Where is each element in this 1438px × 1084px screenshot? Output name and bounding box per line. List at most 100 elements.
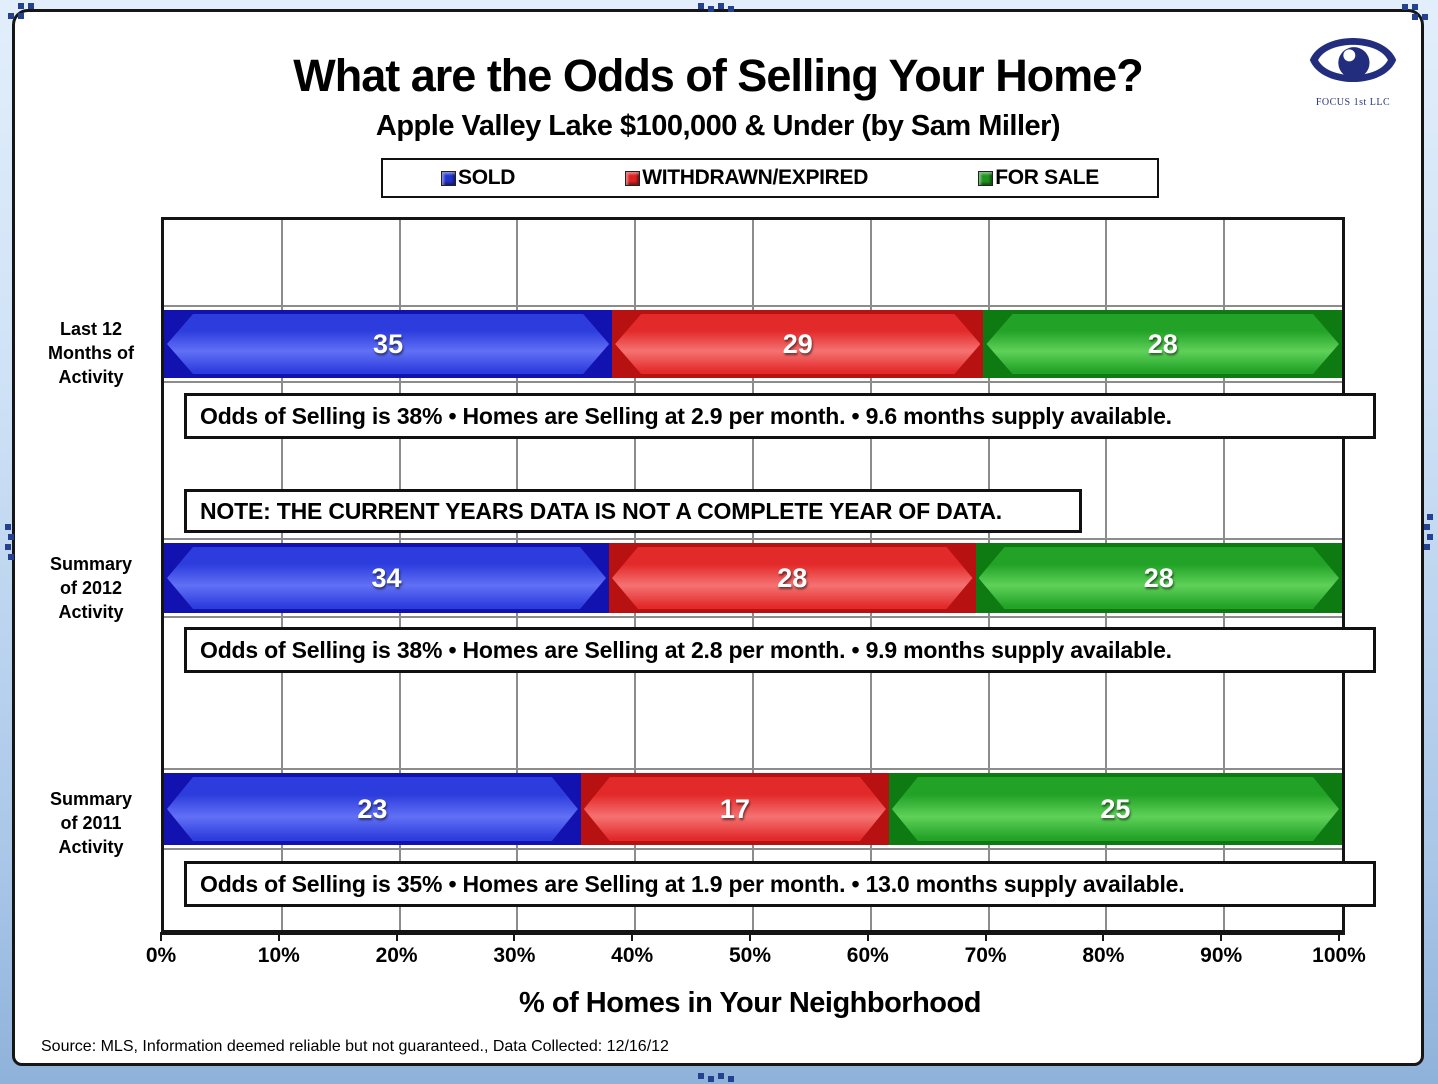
- x-tick-mark: [984, 932, 987, 941]
- selection-handle-right-middle[interactable]: [1424, 544, 1430, 550]
- legend-swatch-icon: [978, 170, 994, 186]
- category-label-line: Last 12: [59, 319, 123, 339]
- x-tick-label: 40%: [611, 944, 654, 967]
- x-axis-title: % of Homes in Your Neighborhood: [519, 987, 981, 1019]
- x-axis-tick-labels: 0% 10% 20% 30% 40% 50% 60% 70% 80% 90% 100%: [146, 944, 1366, 970]
- category-label-line: of 2012: [59, 578, 123, 598]
- selection-handle-right-middle[interactable]: [1427, 514, 1433, 520]
- selection-handle-top-right[interactable]: [1402, 4, 1408, 10]
- selection-handle-top-center[interactable]: [708, 6, 714, 12]
- selection-handle-top-left[interactable]: [18, 3, 24, 9]
- x-tick-label: 10%: [257, 944, 300, 967]
- bar-value-label: 35: [373, 328, 404, 359]
- legend-item-sold: SOLD: [441, 166, 515, 190]
- company-logo: FOCUS 1st LLC: [1301, 26, 1405, 108]
- chart-legend: SOLD WITHDRAWN/EXPIRED FOR SALE: [381, 158, 1159, 198]
- category-label-last-12-months-of-activity: Last 12 Months of Activity: [33, 317, 149, 389]
- selection-handle-left-middle[interactable]: [5, 544, 11, 550]
- bar-value-label: 17: [719, 793, 750, 824]
- stats-annotation-box: Odds of Selling is 38% • Homes are Selli…: [184, 393, 1376, 439]
- legend-label: WITHDRAWN/EXPIRED: [642, 166, 869, 189]
- bar-segment-for-sale: 28: [983, 310, 1342, 378]
- x-tick-label: 20%: [375, 944, 418, 967]
- selection-handle-top-center[interactable]: [728, 6, 734, 12]
- selection-handle-bottom-center[interactable]: [728, 1076, 734, 1082]
- x-tick-label: 0%: [145, 944, 177, 967]
- bar-value-label: 28: [1143, 562, 1174, 593]
- note-box: NOTE: THE CURRENT YEARS DATA IS NOT A CO…: [184, 489, 1082, 533]
- source-footnote: Source: MLS, Information deemed reliable…: [41, 1038, 669, 1055]
- selection-handle-bottom-center[interactable]: [708, 1076, 714, 1082]
- selection-handle-left-middle[interactable]: [5, 524, 11, 530]
- x-tick-label: 50%: [728, 944, 772, 967]
- x-tick-mark: [160, 932, 162, 941]
- bar-segment-sold: 23: [164, 773, 581, 845]
- bar-value-label: 23: [357, 793, 388, 824]
- selection-handle-top-right[interactable]: [1422, 14, 1428, 20]
- x-tick-mark: [513, 932, 516, 941]
- legend-item-for-sale: FOR SALE: [978, 166, 1099, 190]
- selection-handle-top-left[interactable]: [8, 13, 14, 19]
- selection-handle-top-center[interactable]: [718, 3, 724, 9]
- x-tick-label: 30%: [493, 944, 536, 967]
- chart-page: What are the Odds of Selling Your Home? …: [12, 9, 1424, 1066]
- category-label-line: Activity: [58, 367, 124, 387]
- plot-area: 35 29 28 34 28 28 23 17 25 Odds of Selling is 38%…: [161, 217, 1376, 935]
- stats-annotation-box: Odds of Selling is 35% • Homes are Selli…: [184, 861, 1376, 907]
- logo-caption: FOCUS 1st LLC: [1315, 97, 1391, 108]
- bar-segment-withdrawn-expired: 17: [580, 773, 889, 845]
- x-axis-ticks: [160, 932, 1340, 942]
- selection-handle-top-left[interactable]: [28, 3, 34, 9]
- bar-segment-withdrawn-expired: 28: [609, 543, 976, 613]
- focus-eye-logo: [1309, 37, 1397, 83]
- stacked-bar: 35 29 28: [164, 310, 1342, 378]
- x-tick-label: 70%: [964, 944, 1007, 967]
- bar-segment-sold: 34: [164, 543, 610, 613]
- selection-handle-top-right[interactable]: [1412, 14, 1418, 20]
- x-tick-mark: [749, 932, 751, 941]
- x-tick-mark: [277, 932, 280, 941]
- bar-segment-withdrawn-expired: 29: [612, 310, 984, 378]
- chart-title: What are the Odds of Selling Your Home?: [293, 50, 1143, 101]
- bar-row-summary-of-2011-activity: 23 17 25: [164, 768, 1342, 850]
- bar-row-last-12-months-of-activity: 35 29 28: [164, 305, 1342, 383]
- selection-handle-right-middle[interactable]: [1427, 534, 1433, 540]
- selection-handle-left-middle[interactable]: [8, 534, 14, 540]
- legend-swatch-icon: [441, 170, 456, 186]
- x-tick-mark: [866, 932, 869, 941]
- legend-swatch-icon: [625, 170, 641, 186]
- bar-row-summary-of-2012-activity: 34 28 28: [164, 538, 1342, 618]
- x-tick-mark: [1102, 932, 1105, 941]
- selection-handle-bottom-center[interactable]: [718, 1073, 724, 1079]
- bar-value-label: 28: [777, 562, 808, 593]
- x-tick-mark: [1338, 932, 1340, 941]
- category-label-line: Summary: [49, 789, 133, 809]
- selection-handle-bottom-center[interactable]: [698, 1073, 704, 1079]
- bar-value-label: 25: [1100, 793, 1131, 824]
- selection-handle-top-right[interactable]: [1412, 4, 1418, 10]
- x-tick-mark: [395, 932, 398, 941]
- x-tick-mark: [1220, 932, 1223, 941]
- category-label-line: Activity: [58, 602, 124, 622]
- x-tick-label: 80%: [1082, 944, 1125, 967]
- selection-handle-top-left[interactable]: [18, 13, 24, 19]
- bar-value-label: 29: [782, 328, 813, 359]
- legend-label: FOR SALE: [995, 166, 1099, 189]
- legend-label: SOLD: [458, 166, 516, 189]
- chart-subtitle: Apple Valley Lake $100,000 & Under (by S…: [375, 110, 1061, 142]
- selection-handle-right-middle[interactable]: [1424, 524, 1430, 530]
- bar-segment-for-sale: 25: [888, 773, 1342, 845]
- category-label-line: Months of: [48, 343, 134, 363]
- y-axis-category-labels: Last 12 Months of Activity Summary of 2012 Ac…: [33, 217, 153, 927]
- x-tick-label: 60%: [846, 944, 889, 967]
- category-label-line: Summary: [49, 554, 133, 574]
- bar-segment-for-sale: 28: [975, 543, 1342, 613]
- x-tick-mark: [631, 932, 634, 941]
- selection-handle-top-center[interactable]: [698, 3, 704, 9]
- stacked-bar: 23 17 25: [164, 773, 1342, 845]
- selection-handle-left-middle[interactable]: [8, 554, 14, 560]
- category-label-line: Activity: [58, 837, 124, 857]
- category-label-line: of 2011: [60, 813, 122, 833]
- x-tick-label: 90%: [1200, 944, 1243, 967]
